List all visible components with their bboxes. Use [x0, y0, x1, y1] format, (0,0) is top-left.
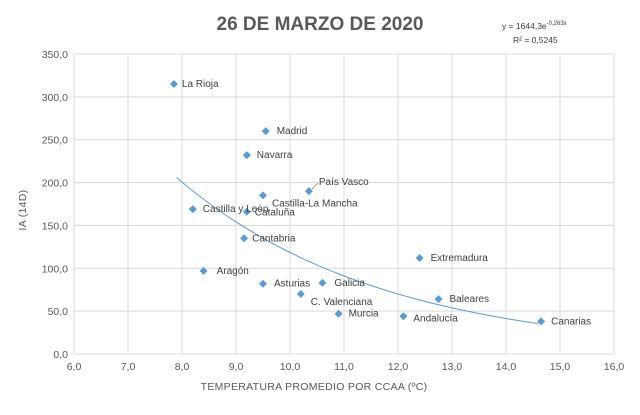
point-label: Aragón: [217, 266, 249, 277]
data-points: [169, 80, 546, 326]
y-tick-label: 100,0: [42, 263, 68, 275]
r-squared-text: R² = 0,5245: [513, 35, 558, 45]
x-tick-label: 6,0: [67, 361, 82, 373]
equation-text: y = 1644,3e-0,263x: [502, 21, 567, 31]
point-label: C. Valenciana: [311, 297, 373, 308]
equation-base: y = 1644,3e: [502, 21, 547, 31]
y-tick-label: 0,0: [53, 349, 68, 361]
point-label: Navarra: [257, 150, 293, 161]
x-tick-label: 7,0: [121, 361, 136, 373]
data-point: [240, 234, 249, 243]
data-point: [537, 317, 546, 326]
chart-title: 26 DE MARZO DE 2020: [217, 14, 424, 35]
data-point: [242, 151, 251, 160]
point-label: Madrid: [277, 126, 308, 137]
y-tick-label: 50,0: [48, 306, 69, 318]
y-axis-label: IA (14D): [17, 190, 29, 231]
data-point: [188, 205, 197, 214]
point-labels: La Rioja Madrid Navarra País Vasco Castilla-…: [182, 79, 591, 327]
data-point: [334, 309, 343, 318]
data-point: [434, 295, 443, 304]
point-label: Canarias: [551, 316, 591, 327]
point-label: Andalucía: [413, 313, 458, 324]
data-point: [199, 266, 208, 275]
point-label: Cantabria: [252, 233, 296, 244]
x-tick-label: 10,0: [280, 361, 301, 373]
data-point: [318, 278, 327, 287]
data-point: [261, 127, 270, 136]
x-tick-label: 15,0: [550, 361, 571, 373]
trendline: [176, 177, 539, 325]
x-tick-label: 16,0: [604, 361, 625, 373]
point-label: Baleares: [450, 294, 489, 305]
point-label: País Vasco: [319, 177, 369, 188]
trendline-equation: y = 1644,3e-0,263x R² = 0,5245: [502, 21, 567, 45]
x-tick-label: 14,0: [496, 361, 517, 373]
point-label: Castilla y León: [203, 204, 269, 215]
point-label: Cataluña: [255, 208, 295, 219]
point-label: La Rioja: [182, 79, 219, 90]
data-point: [304, 187, 313, 196]
x-axis-label: TEMPERATURA PROMEDIO POR CCAA (ºC): [201, 381, 428, 393]
pais-vasco-leader-line: [311, 182, 319, 190]
point-label: Extremadura: [431, 253, 489, 264]
x-tick-label: 9,0: [229, 361, 244, 373]
x-tick-label: 13,0: [442, 361, 463, 373]
data-point: [259, 279, 267, 288]
point-label: Asturias: [274, 279, 310, 290]
point-label: Galicia: [334, 278, 365, 289]
equation-exponent: -0,263x: [547, 21, 567, 27]
x-tick-label: 11,0: [334, 361, 354, 373]
y-tick-label: 150,0: [42, 220, 68, 232]
point-label: Castilla-La Mancha: [272, 198, 358, 209]
data-point: [415, 254, 424, 262]
x-axis-ticks: 6,0 7,0 8,0 9,0 10,0 11,0 12,0 13,0 14,0 15,0 16,0: [67, 361, 625, 373]
y-tick-label: 200,0: [42, 178, 68, 190]
data-point: [242, 207, 251, 216]
gridlines: [73, 53, 615, 355]
x-tick-label: 8,0: [175, 361, 190, 373]
y-tick-label: 350,0: [42, 49, 68, 61]
y-tick-label: 300,0: [42, 92, 68, 104]
data-point: [259, 191, 267, 200]
y-tick-label: 250,0: [42, 135, 68, 147]
data-point: [296, 290, 305, 298]
x-tick-label: 12,0: [388, 361, 409, 373]
data-point: [399, 312, 408, 321]
point-label: Murcia: [349, 309, 379, 320]
y-axis-ticks: 0,0 50,0 100,0 150,0 200,0 250,0 300,0 350,0: [42, 49, 68, 361]
data-point: [169, 80, 178, 88]
